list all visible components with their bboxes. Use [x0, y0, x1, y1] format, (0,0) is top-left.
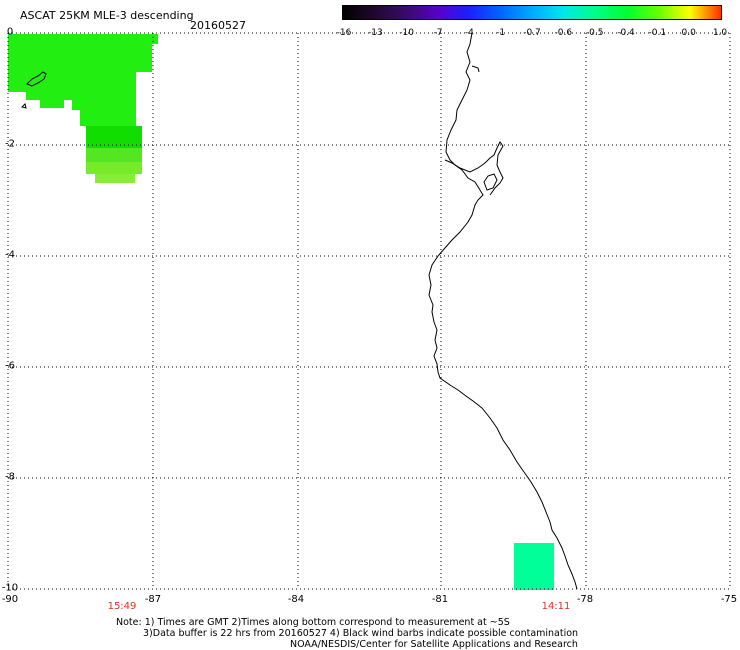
x-axis-tick-label: -84 [287, 594, 305, 605]
colorbar-tick-label: -10 [399, 28, 415, 38]
y-axis-tick-label: -10 [1, 582, 19, 594]
colorbar-tick-label: -0.6 [554, 28, 573, 38]
y-axis-tick-label: -8 [5, 471, 15, 483]
colorbar-tick-label: -0.5 [585, 28, 604, 38]
swath-cell [8, 34, 158, 44]
x-axis-tick-label: -78 [576, 594, 594, 605]
swath-cell [80, 110, 136, 126]
wind-data-swath-southeast [514, 543, 554, 590]
colorbar-segment [626, 6, 658, 19]
colorbar-tick-label: -4 [464, 28, 474, 38]
swath-cell [8, 44, 152, 72]
swath-cell [86, 126, 142, 148]
colorbar-segment [469, 6, 501, 19]
note-line-1: Note: 1) Times are GMT 2)Times along bot… [116, 617, 510, 628]
swath-cell [86, 162, 142, 174]
map-date: 20160527 [190, 19, 246, 32]
y-axis-tick-label: 0 [6, 26, 14, 38]
colorbar-segment [595, 6, 627, 19]
colorbar-tick-label: -7 [433, 28, 443, 38]
colorbar [342, 5, 722, 20]
x-axis-tick-label: -87 [144, 594, 162, 605]
swath-cell [40, 100, 64, 108]
colorbar-segment [500, 6, 532, 19]
colorbar-segment [406, 6, 438, 19]
colorbar-segment [374, 6, 406, 19]
note-line-2: 3)Data buffer is 22 hrs from 20160527 4)… [143, 628, 579, 639]
time-label-left: 15:49 [107, 601, 137, 612]
x-axis-tick-label: -90 [1, 594, 19, 605]
swath-cell [95, 174, 135, 183]
y-axis-tick-label: -6 [5, 360, 15, 372]
swath-cell [86, 148, 142, 162]
swath-cell [72, 100, 136, 110]
wind-data-swath-northwest [8, 34, 158, 183]
colorbar-segment [532, 6, 564, 19]
colorbar-tick-label: -0.4 [617, 28, 635, 38]
gulf-outline [444, 65, 504, 196]
swath-cell [26, 92, 136, 100]
note-line-3: NOAA/NESDIS/Center for Satellite Applica… [290, 639, 578, 650]
y-axis-tick-label: -2 [5, 138, 15, 150]
colorbar-segment [343, 6, 375, 19]
island-outlines [21, 71, 47, 109]
coastline [428, 32, 578, 590]
map-title: ASCAT 25KM MLE-3 descending [20, 9, 194, 22]
colorbar-tick-label: -0.1 [648, 28, 667, 38]
colorbar-segment [437, 6, 469, 19]
x-axis-tick-label: -81 [431, 594, 449, 605]
colorbar-tick-label: -13 [367, 28, 383, 38]
x-axis-tick-label: -75 [720, 594, 738, 605]
time-label-right: 14:11 [541, 601, 571, 612]
colorbar-segment [658, 6, 690, 19]
colorbar-segment [689, 6, 721, 19]
y-axis-tick-label: -4 [5, 249, 15, 261]
map-gridlines [7, 32, 731, 590]
colorbar-segment [563, 6, 595, 19]
swath-cell [8, 72, 136, 92]
